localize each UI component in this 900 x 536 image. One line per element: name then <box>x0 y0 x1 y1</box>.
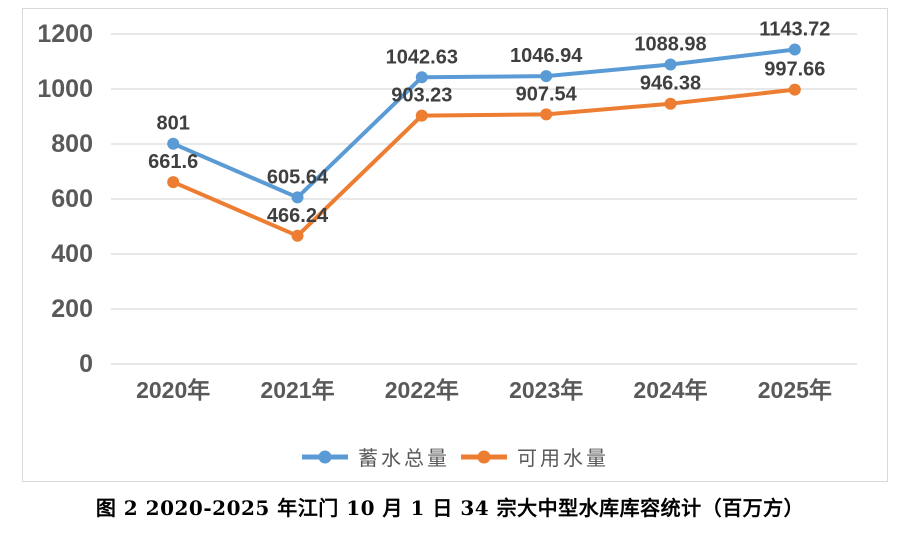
data-point <box>415 71 428 84</box>
data-label: 903.23 <box>391 85 452 107</box>
data-label: 997.66 <box>764 59 825 81</box>
data-point <box>291 229 304 242</box>
data-point <box>415 109 428 122</box>
y-tick-label: 600 <box>51 185 93 213</box>
data-point <box>664 58 677 71</box>
data-point <box>540 70 553 83</box>
data-label: 1042.63 <box>386 46 458 68</box>
y-tick-label: 400 <box>51 240 93 268</box>
data-label: 907.54 <box>516 83 578 105</box>
data-label: 1046.94 <box>510 45 583 67</box>
data-point <box>788 43 801 56</box>
legend-label: 蓄水总量 <box>358 446 450 470</box>
chart-plot-area: 0 200 400 600 800 1000 1200 2020年 2021年 2022年 2023… <box>37 19 857 403</box>
x-tick-label: 2020年 <box>136 377 210 403</box>
data-point <box>664 97 677 110</box>
data-label: 1143.72 <box>759 19 830 41</box>
x-tick-label: 2025年 <box>758 377 832 403</box>
data-label: 1088.98 <box>634 34 706 56</box>
y-tick-label: 0 <box>79 350 93 378</box>
data-point <box>788 83 801 96</box>
legend-label: 可用水量 <box>517 446 609 470</box>
x-tick-label: 2021年 <box>260 377 334 403</box>
y-tick-label: 1200 <box>37 20 93 48</box>
data-point <box>540 108 553 121</box>
line-chart: 0 200 400 600 800 1000 1200 2020年 2021年 2022年 2023… <box>22 8 888 482</box>
data-label: 946.38 <box>640 73 701 95</box>
legend-item-total-storage: 蓄水总量 <box>301 442 450 471</box>
data-point <box>167 137 180 150</box>
y-tick-label: 200 <box>51 295 93 323</box>
data-label: 661.6 <box>148 151 198 173</box>
x-tick-label: 2023年 <box>509 377 583 403</box>
legend-item-usable-water: 可用水量 <box>460 442 609 471</box>
y-tick-label: 1000 <box>37 75 93 103</box>
data-point <box>167 176 180 189</box>
data-point <box>291 191 304 204</box>
x-tick-label: 2024年 <box>633 377 707 403</box>
figure-caption: 图 2 2020-2025 年江门 10 月 1 日 34 宗大中型水库库容统计… <box>95 496 805 520</box>
legend-line-marker-icon <box>461 450 507 463</box>
x-tick-label: 2022年 <box>385 377 459 403</box>
y-tick-label: 800 <box>51 130 93 158</box>
data-label: 605.64 <box>267 166 329 188</box>
data-label: 466.24 <box>267 205 329 227</box>
data-label: 801 <box>157 113 190 135</box>
legend-line-marker-icon <box>302 450 348 463</box>
series-line-0 <box>171 47 797 200</box>
series-line-1 <box>171 87 797 238</box>
chart-legend: 蓄水总量 可用水量 <box>23 442 887 471</box>
